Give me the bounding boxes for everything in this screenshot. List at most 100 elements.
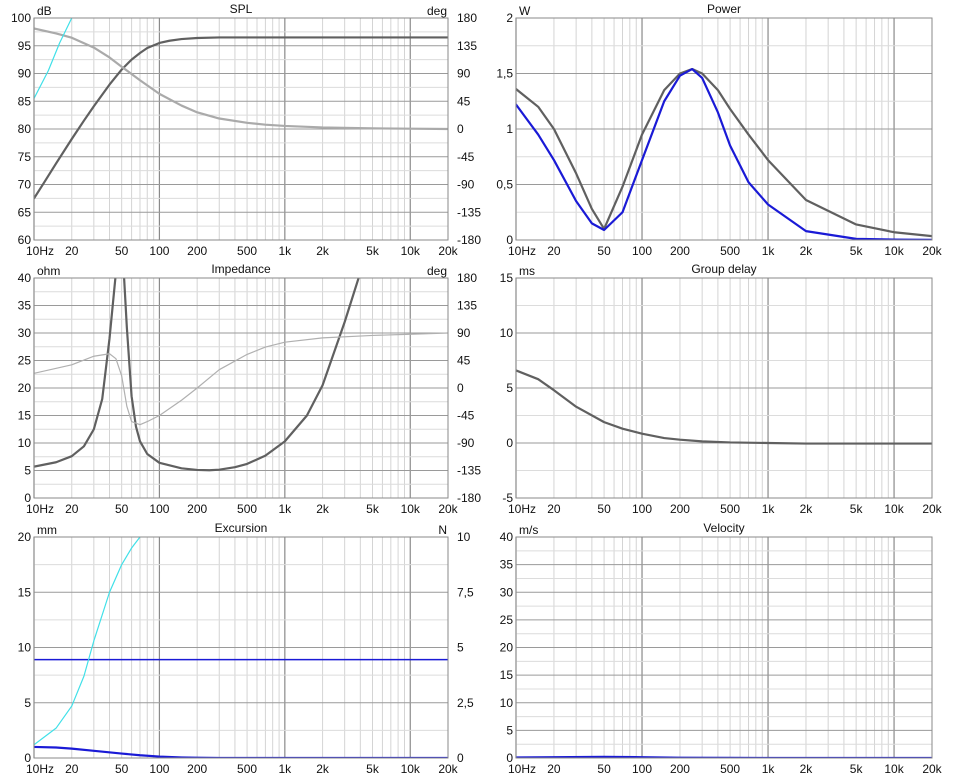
y2-tick-label: 0 xyxy=(457,751,464,765)
plot-border xyxy=(33,536,449,759)
x-tick-label: 10Hz xyxy=(26,244,54,258)
x-tick-label: 20k xyxy=(922,762,942,776)
plot-border xyxy=(515,17,933,241)
x-tick-label: 2k xyxy=(316,502,330,516)
y2-tick-label: -90 xyxy=(457,178,475,192)
y2-tick-label: 45 xyxy=(457,94,471,108)
y-tick-label: 5 xyxy=(506,381,513,395)
y-axis-unit: dB xyxy=(37,4,52,18)
plot-border xyxy=(515,277,933,499)
chart-title: Impedance xyxy=(211,262,271,276)
x-tick-label: 2k xyxy=(316,244,330,258)
y2-tick-label: 2,5 xyxy=(457,696,474,710)
y2-tick-label: 10 xyxy=(457,530,471,544)
chart-title: Velocity xyxy=(703,521,744,535)
y-tick-label: 95 xyxy=(18,39,32,53)
y-tick-label: 100 xyxy=(11,11,31,25)
y-tick-label: 75 xyxy=(18,150,32,164)
x-tick-label: 500 xyxy=(237,502,257,516)
x-tick-label: 10Hz xyxy=(508,502,536,516)
x-tick-label: 50 xyxy=(597,502,611,516)
x-tick-label: 5k xyxy=(366,762,380,776)
x-tick-label: 1k xyxy=(278,244,292,258)
spl-chart: SPL dB 60 65 70 75 80 85 90 95 100 deg -180 -135 -90 -4… xyxy=(11,2,481,258)
x-tick-label: 10Hz xyxy=(508,762,536,776)
x-tick-label: 5k xyxy=(366,502,380,516)
x-tick-label: 500 xyxy=(237,762,257,776)
x-tick-label: 200 xyxy=(670,762,690,776)
x-tick-label: 500 xyxy=(720,502,740,516)
y-tick-label: 85 xyxy=(18,94,32,108)
y2-axis-unit: deg xyxy=(427,4,447,18)
power-chart: Power W 0 0,5 1 1,5 2 10Hz 20 50 100 200 500 1k 2k 5k 10… xyxy=(496,2,942,258)
x-tick-label: 10k xyxy=(401,244,421,258)
x-tick-label: 5k xyxy=(850,762,864,776)
y2-tick-label: 90 xyxy=(457,67,471,81)
series-1-line xyxy=(34,36,448,200)
x-tick-label: 200 xyxy=(670,244,690,258)
x-tick-label: 1k xyxy=(278,762,292,776)
x-tick-label: 100 xyxy=(632,502,652,516)
x-tick-label: 100 xyxy=(149,502,169,516)
y2-tick-label: 0 xyxy=(457,122,464,136)
x-tick-label: 20k xyxy=(922,244,942,258)
series-2-line xyxy=(34,27,448,131)
y-tick-label: 5 xyxy=(506,723,513,737)
x-tick-label: 10k xyxy=(401,502,421,516)
y-tick-label: 5 xyxy=(24,464,31,478)
series-1-line xyxy=(34,278,360,472)
x-tick-label: 50 xyxy=(115,762,129,776)
y-tick-label: 15 xyxy=(500,271,514,285)
y-axis-unit: mm xyxy=(37,523,57,537)
y2-tick-label: -135 xyxy=(457,464,481,478)
x-tick-label: 20k xyxy=(438,244,458,258)
y2-tick-label: 90 xyxy=(457,326,471,340)
y2-tick-label: 135 xyxy=(457,39,477,53)
x-tick-label: 10k xyxy=(884,244,904,258)
y2-tick-label: 7,5 xyxy=(457,585,474,599)
impedance-chart: Impedance ohm 0 5 10 15 20 25 30 35 40 deg -180 -135 -… xyxy=(18,262,482,516)
series-2-line xyxy=(516,67,932,240)
y-tick-label: 10 xyxy=(18,436,32,450)
series-2-line xyxy=(34,537,141,746)
x-tick-label: 10k xyxy=(401,762,421,776)
y-tick-label: 0,5 xyxy=(496,178,513,192)
x-tick-label: 5k xyxy=(850,244,864,258)
chart-title: Excursion xyxy=(215,521,268,535)
x-tick-label: 10k xyxy=(884,762,904,776)
x-tick-label: 20k xyxy=(438,502,458,516)
x-tick-label: 50 xyxy=(597,762,611,776)
y-axis-unit: ms xyxy=(519,264,535,278)
y2-tick-label: 180 xyxy=(457,271,477,285)
y-tick-label: 35 xyxy=(500,558,514,572)
chart-title: Group delay xyxy=(691,262,756,276)
y-tick-label: 5 xyxy=(24,696,31,710)
y-tick-label: 10 xyxy=(500,326,514,340)
y-tick-label: 25 xyxy=(500,613,514,627)
series-3-line xyxy=(34,745,448,758)
y-tick-label: 2 xyxy=(506,11,513,25)
y-tick-label: 1 xyxy=(506,122,513,136)
x-tick-label: 5k xyxy=(850,502,864,516)
y-axis-unit: ohm xyxy=(37,264,60,278)
y2-tick-label: -135 xyxy=(457,205,481,219)
x-tick-label: 20 xyxy=(547,244,561,258)
y2-tick-label: -180 xyxy=(457,491,481,505)
y-tick-label: 0 xyxy=(24,491,31,505)
y-tick-label: 0 xyxy=(506,751,513,765)
x-tick-label: 20 xyxy=(65,244,79,258)
y2-tick-label: 135 xyxy=(457,299,477,313)
y-axis-unit: W xyxy=(519,4,531,18)
x-tick-label: 100 xyxy=(149,762,169,776)
x-tick-label: 200 xyxy=(670,502,690,516)
plot-border xyxy=(33,277,449,499)
y-tick-label: 10 xyxy=(18,641,32,655)
x-tick-label: 200 xyxy=(187,244,207,258)
y-tick-label: 1,5 xyxy=(496,67,513,81)
y-tick-label: -5 xyxy=(502,491,513,505)
series-1-line xyxy=(516,369,932,445)
y-tick-label: 80 xyxy=(18,122,32,136)
y-tick-label: 10 xyxy=(500,696,514,710)
x-tick-label: 1k xyxy=(278,502,292,516)
